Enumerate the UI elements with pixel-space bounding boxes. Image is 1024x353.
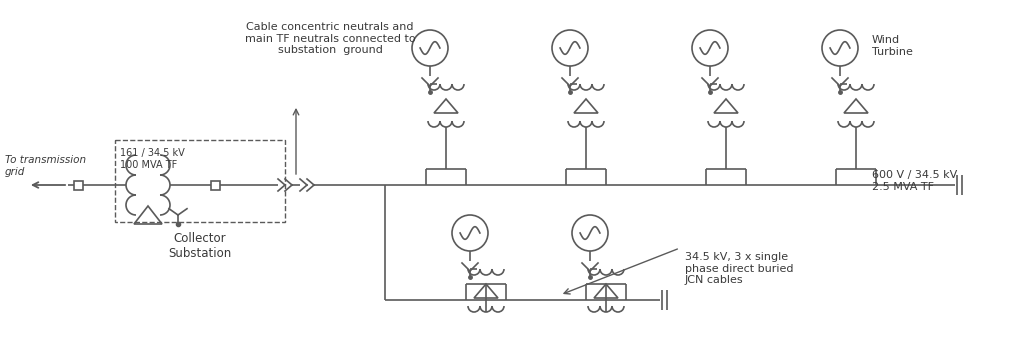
Text: Wind
Turbine: Wind Turbine xyxy=(872,35,912,56)
Bar xyxy=(115,140,285,222)
Bar xyxy=(211,180,219,190)
Text: 600 V / 34.5 kV
2.5 MVA TF: 600 V / 34.5 kV 2.5 MVA TF xyxy=(872,170,957,192)
Bar xyxy=(74,180,83,190)
Text: Collector
Substation: Collector Substation xyxy=(168,232,231,260)
Text: Cable concentric neutrals and
main TF neutrals connected to
substation  ground: Cable concentric neutrals and main TF ne… xyxy=(245,22,416,55)
Text: 161 / 34.5 kV
100 MVA TF: 161 / 34.5 kV 100 MVA TF xyxy=(120,148,184,169)
Text: 34.5 kV, 3 x single
phase direct buried
JCN cables: 34.5 kV, 3 x single phase direct buried … xyxy=(685,252,794,285)
Text: To transmission
grid: To transmission grid xyxy=(5,155,86,177)
